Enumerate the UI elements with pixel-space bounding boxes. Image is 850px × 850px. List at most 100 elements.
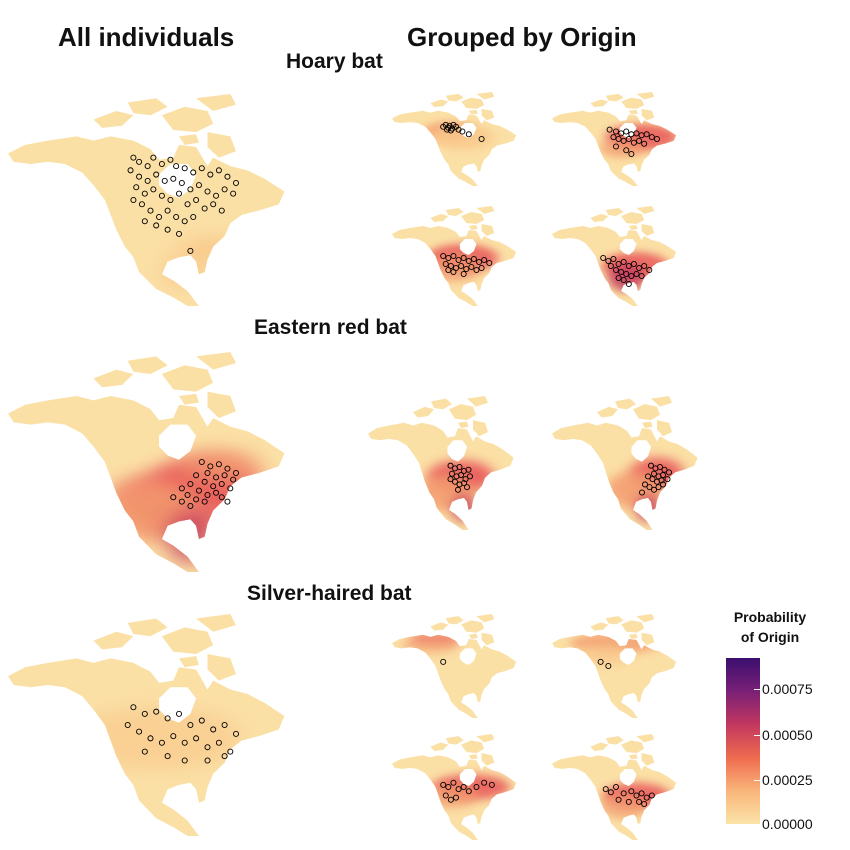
- sample-point: [629, 273, 634, 278]
- island-landmass: [445, 208, 464, 216]
- sample-points: [441, 780, 495, 802]
- island-landmass: [605, 616, 624, 625]
- sample-point: [228, 749, 233, 754]
- island-landmass: [196, 614, 236, 632]
- sample-point: [162, 178, 167, 183]
- island-landmass: [628, 754, 638, 760]
- sample-point: [165, 208, 170, 213]
- island-landmass: [657, 420, 672, 437]
- sample-point: [182, 758, 187, 763]
- sample-point: [598, 659, 603, 664]
- sample-point: [621, 138, 626, 143]
- island-landmass: [481, 632, 495, 646]
- sample-point: [205, 189, 210, 194]
- island-landmass: [633, 404, 660, 421]
- sample-point: [208, 172, 213, 177]
- sample-point: [213, 475, 218, 480]
- island-landmass: [636, 92, 655, 100]
- island-landmass: [93, 631, 134, 650]
- sample-point: [665, 477, 670, 482]
- sample-point: [629, 789, 634, 794]
- hudson-bay: [619, 648, 637, 665]
- sample-points: [441, 659, 446, 664]
- sample-point: [647, 485, 652, 490]
- sample-point: [621, 791, 626, 796]
- hudson-bay: [159, 687, 197, 723]
- sample-point: [464, 266, 469, 271]
- sample-point: [474, 267, 479, 272]
- sample-point: [219, 495, 224, 500]
- sample-point: [202, 479, 207, 484]
- map-silver-haired-group-1: [392, 614, 517, 718]
- legend-tick-mark: [754, 735, 760, 736]
- sample-point: [446, 267, 451, 272]
- sample-points: [441, 122, 485, 141]
- sample-point: [179, 499, 184, 504]
- legend-tick-mark: [754, 824, 760, 825]
- legend-color-bar: [726, 658, 760, 824]
- sample-point: [644, 795, 649, 800]
- sample-point: [441, 659, 446, 664]
- hudson-bay: [459, 648, 477, 665]
- sample-point: [626, 799, 631, 804]
- sample-point: [199, 718, 204, 723]
- sample-point: [211, 202, 216, 207]
- island-landmass: [207, 391, 236, 418]
- island-landmass: [590, 622, 609, 631]
- sample-point: [666, 470, 671, 475]
- island-landmass: [628, 225, 638, 230]
- sample-point: [188, 481, 193, 486]
- sample-point: [611, 256, 616, 261]
- sample-point: [171, 495, 176, 500]
- sample-point: [165, 227, 170, 232]
- sample-point: [168, 157, 173, 162]
- island-landmass: [179, 656, 199, 668]
- legend-tick-label: 0.00025: [762, 772, 813, 788]
- sample-point: [171, 734, 176, 739]
- sample-point: [464, 485, 469, 490]
- sample-point: [171, 176, 176, 181]
- sample-point: [142, 191, 147, 196]
- hudson-bay: [459, 123, 477, 139]
- sample-point: [613, 784, 618, 789]
- island-landmass: [651, 396, 672, 407]
- sample-point: [642, 263, 647, 268]
- legend-title: Probability of Origin: [722, 607, 818, 647]
- hudson-bay: [619, 239, 637, 255]
- sample-point: [441, 124, 446, 129]
- sample-point: [479, 136, 484, 141]
- sample-point: [621, 259, 626, 264]
- probability-surface: [600, 782, 670, 819]
- sample-point: [154, 223, 159, 228]
- island-landmass: [641, 753, 655, 766]
- sample-point: [634, 131, 639, 136]
- sample-point: [651, 487, 656, 492]
- sample-point: [448, 463, 453, 468]
- sample-point: [616, 136, 621, 141]
- hudson-bay: [459, 768, 477, 786]
- island-landmass: [467, 396, 488, 407]
- island-landmass: [161, 627, 214, 654]
- map-hoary-group-4: [552, 206, 677, 306]
- sample-point: [619, 131, 624, 136]
- sample-point: [662, 467, 667, 472]
- sample-point: [611, 135, 616, 140]
- legend-tick-label: 0.00075: [762, 681, 813, 697]
- sample-point: [476, 259, 481, 264]
- landmass: [8, 136, 285, 306]
- sample-point: [199, 166, 204, 171]
- sample-point: [213, 490, 218, 495]
- sample-point: [188, 248, 193, 253]
- legend-tick-mark: [754, 780, 760, 781]
- sample-point: [222, 754, 227, 759]
- sample-point: [613, 144, 618, 149]
- sample-point: [145, 178, 150, 183]
- sample-point: [231, 477, 236, 482]
- probability-surface: [70, 707, 242, 770]
- island-landmass: [636, 734, 655, 743]
- hudson-bay: [459, 239, 477, 255]
- island-landmass: [468, 225, 478, 230]
- island-landmass: [590, 99, 609, 108]
- island-landmass: [605, 93, 624, 102]
- species-title-eastern-red-bat: Eastern red bat: [254, 316, 407, 339]
